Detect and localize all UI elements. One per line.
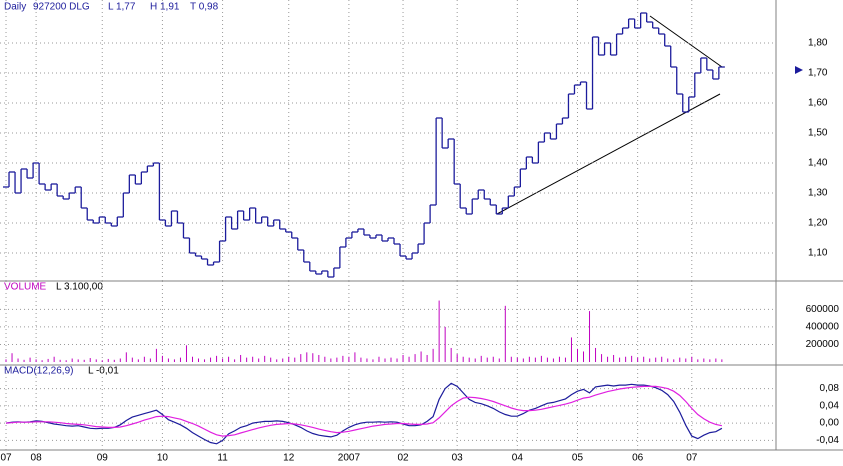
- x-tick-label: 2007: [338, 453, 361, 464]
- x-tick-label: 12: [283, 453, 295, 464]
- x-tick-label: 06: [632, 453, 644, 464]
- y-tick-label: 1,20: [808, 218, 828, 229]
- trend-line: [496, 93, 721, 215]
- y-tick-label: 0,04: [820, 400, 840, 411]
- y-tick-label: 400000: [806, 322, 840, 333]
- y-tick-label: 600000: [806, 304, 840, 315]
- y-tick-label: 1,50: [808, 128, 828, 139]
- high-label: H 1,91: [150, 2, 180, 13]
- x-tick-label: 10: [157, 453, 169, 464]
- macd-line: [5, 385, 723, 437]
- last-price-marker: [795, 66, 803, 74]
- macd-line: [5, 382, 723, 445]
- y-tick-label: 1,60: [808, 98, 828, 109]
- y-tick-label: 1,40: [808, 158, 828, 169]
- y-tick-label: 1,30: [808, 188, 828, 199]
- x-tick-label: 09: [97, 453, 109, 464]
- y-tick-label: -0,04: [816, 435, 839, 446]
- last-label: T 0,98: [190, 2, 219, 13]
- y-tick-label: 1,80: [808, 38, 828, 49]
- trend-line: [649, 15, 723, 68]
- x-tick-label: 02: [397, 453, 409, 464]
- x-tick-label: 05: [572, 453, 584, 464]
- x-tick-label: 07: [686, 453, 698, 464]
- chart-title: Daily: [4, 2, 26, 13]
- x-tick-label: 08: [31, 453, 43, 464]
- low-label: L 1,77: [108, 2, 136, 13]
- x-tick-label: 03: [452, 453, 464, 464]
- y-tick-label: 0,00: [820, 418, 840, 429]
- symbol: 927200 DLG: [33, 2, 90, 13]
- y-tick-label: 1,70: [808, 68, 828, 79]
- y-tick-label: 200000: [806, 339, 840, 350]
- volume-title: VOLUME: [4, 282, 47, 293]
- y-tick-label: 1,10: [808, 248, 828, 259]
- volume-annotation: L 3.100,00: [56, 282, 103, 293]
- x-tick-label: 11: [217, 453, 228, 464]
- y-tick-label: 0,08: [820, 383, 840, 394]
- x-tick-label: 04: [512, 453, 524, 464]
- x-tick-label: 07: [0, 453, 12, 464]
- macd-annotation: L -0,01: [88, 366, 119, 377]
- macd-title: MACD(12,26,9): [4, 366, 73, 377]
